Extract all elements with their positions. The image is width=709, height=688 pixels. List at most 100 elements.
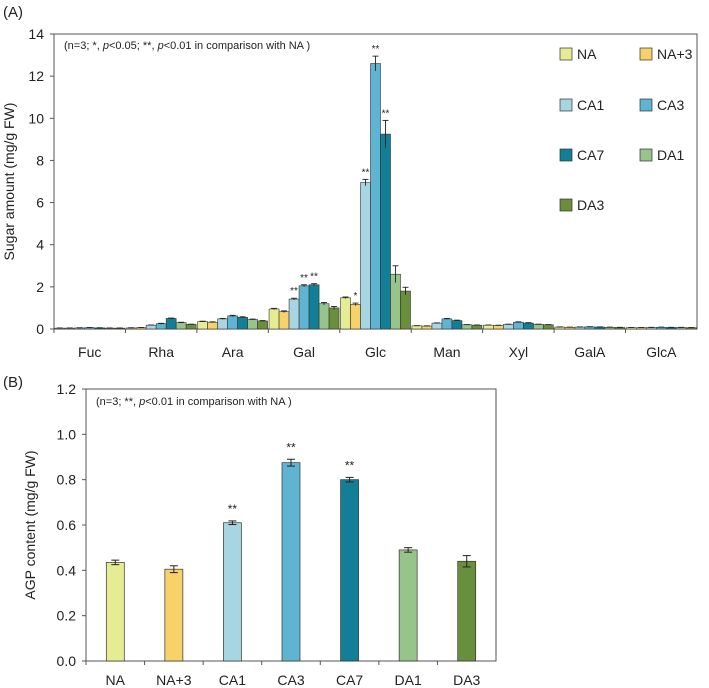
bar-a xyxy=(604,327,616,330)
x-tick-label-a: Gal xyxy=(293,344,315,360)
legend-label-a: CA7 xyxy=(577,147,604,163)
bar-a xyxy=(257,320,268,330)
bar-a xyxy=(318,303,330,330)
note-a: (n=3; *, p<0.05; **, p<0.01 in compariso… xyxy=(64,40,310,52)
legend-swatch-a xyxy=(559,98,573,112)
panel-label-b: (B) xyxy=(3,374,23,391)
bar-a xyxy=(533,324,544,330)
bar-a xyxy=(197,321,208,330)
bar-a xyxy=(175,322,187,330)
y-tick-label-a: 4 xyxy=(36,237,44,253)
y-tick-label-a: 8 xyxy=(36,152,44,168)
x-tick-label-a: Xyl xyxy=(509,344,528,360)
bar-b xyxy=(457,560,477,662)
bar-a xyxy=(237,317,248,330)
x-tick-label-b: DA3 xyxy=(453,672,480,688)
y-tick-label-b: 0.2 xyxy=(57,608,77,624)
bar-b xyxy=(398,549,418,662)
bar-a xyxy=(431,322,443,330)
bar-a xyxy=(400,290,411,330)
bar-a xyxy=(564,327,576,330)
significance-label-a: ** xyxy=(372,44,380,55)
y-tick-label-b: 0.4 xyxy=(57,562,77,578)
x-tick-label-b: CA3 xyxy=(277,672,304,688)
bar-a xyxy=(145,324,157,330)
bar-a xyxy=(421,325,433,330)
significance-label-b: ** xyxy=(228,502,238,516)
bar-a xyxy=(513,321,524,330)
bar-a xyxy=(298,285,310,330)
y-tick-label-a: 0 xyxy=(36,321,44,337)
bar-a xyxy=(360,182,371,330)
bar-a xyxy=(483,324,494,330)
legend-label-a: DA1 xyxy=(657,147,684,163)
y-tick-label-b: 0.0 xyxy=(57,653,77,669)
bar-b xyxy=(223,522,242,662)
note-b: (n=3; **, p<0.01 in comparison with NA ) xyxy=(96,396,292,408)
legend-label-a: DA3 xyxy=(577,197,604,213)
x-tick-label-b: DA1 xyxy=(395,672,422,688)
bar-a xyxy=(543,324,554,330)
x-tick-label-b: CA1 xyxy=(219,672,246,688)
x-tick-label-a: Rha xyxy=(148,344,174,360)
y-tick-label-a: 6 xyxy=(36,195,44,211)
significance-label-a: * xyxy=(354,291,358,302)
bar-a xyxy=(268,308,280,330)
legend-swatch-a xyxy=(639,47,653,61)
bar-a xyxy=(247,319,258,330)
legend-label-a: NA+3 xyxy=(657,46,693,62)
bar-a xyxy=(441,318,453,330)
bar-a xyxy=(288,298,300,330)
bar-a xyxy=(584,326,596,330)
y-tick-label-b: 1.0 xyxy=(57,426,77,442)
legend-swatch-a xyxy=(639,148,653,162)
x-tick-label-b: NA xyxy=(106,672,126,688)
x-tick-label-a: GlcA xyxy=(646,344,677,360)
bar-a xyxy=(370,63,381,330)
bar-a xyxy=(308,284,320,330)
y-tick-label-a: 10 xyxy=(28,110,44,126)
y-tick-label-a: 14 xyxy=(28,26,44,42)
significance-label-a: ** xyxy=(382,108,390,119)
bar-a xyxy=(554,326,566,330)
significance-label-a: ** xyxy=(290,286,298,297)
bar-a xyxy=(380,133,391,330)
bar-a xyxy=(217,318,228,330)
bar-a xyxy=(493,325,504,330)
bar-a xyxy=(155,323,167,330)
bar-a xyxy=(471,324,483,330)
bar-a xyxy=(503,324,514,330)
bar-a xyxy=(451,320,463,330)
significance-label-a: ** xyxy=(300,273,308,284)
legend-label-a: CA1 xyxy=(577,97,604,113)
legend-swatch-a xyxy=(559,198,573,212)
significance-label-a: ** xyxy=(310,272,318,283)
legend-swatch-a xyxy=(559,148,573,162)
x-tick-label-a: Man xyxy=(433,344,460,360)
bar-b xyxy=(164,568,184,662)
y-axis-label-b: AGP content (mg/g FW) xyxy=(22,450,38,599)
bar-a xyxy=(328,307,340,330)
legend-label-a: NA xyxy=(577,46,597,62)
bar-b xyxy=(105,562,125,662)
y-tick-label-b: 1.2 xyxy=(57,381,77,397)
y-tick-label-a: 12 xyxy=(28,68,44,84)
bar-b xyxy=(281,462,301,662)
bar-b xyxy=(340,479,359,662)
bar-a xyxy=(594,326,606,330)
x-tick-label-b: NA+3 xyxy=(156,672,192,688)
legend-label-a: CA3 xyxy=(657,97,684,113)
x-tick-label-a: Ara xyxy=(222,344,244,360)
bar-a xyxy=(227,315,238,330)
y-tick-label-b: 0.6 xyxy=(57,517,77,533)
bar-a xyxy=(185,324,197,330)
significance-label-a: ** xyxy=(362,167,370,178)
y-tick-label-a: 2 xyxy=(36,279,44,295)
bar-a xyxy=(574,326,586,330)
bar-a xyxy=(165,318,177,330)
y-tick-label-b: 0.8 xyxy=(57,472,77,488)
bar-a xyxy=(278,311,290,330)
bar-a xyxy=(411,325,423,330)
significance-label-b: ** xyxy=(286,440,296,454)
